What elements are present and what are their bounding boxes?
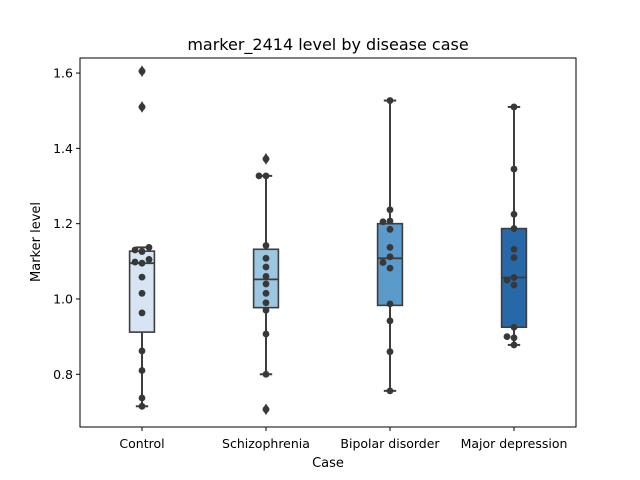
data-point (386, 97, 394, 104)
data-point (138, 273, 146, 281)
data-point (386, 348, 394, 356)
plot-area (128, 65, 528, 416)
data-point (386, 243, 394, 251)
y-tick-label: 0.8 (53, 367, 73, 382)
data-point (145, 243, 153, 251)
data-point (386, 264, 394, 272)
data-point (510, 323, 518, 331)
plot-frame (79, 57, 577, 428)
y-tick-label: 1.2 (53, 216, 73, 231)
swarm-points (131, 67, 153, 410)
data-point (510, 225, 518, 232)
data-point (386, 217, 394, 225)
data-point (510, 334, 518, 342)
data-point (138, 309, 146, 317)
data-point (503, 333, 511, 341)
data-point (131, 258, 139, 266)
y-tick-label: 1.0 (53, 291, 73, 306)
x-tick-label: Schizophrenia (222, 436, 310, 451)
data-point (262, 155, 270, 163)
y-axis-label: Marker level (29, 202, 44, 282)
y-tick-label: 1.4 (53, 141, 73, 156)
data-point (262, 306, 270, 314)
data-point (510, 274, 518, 281)
data-point (145, 256, 153, 263)
data-point (386, 300, 394, 308)
data-point (262, 272, 270, 280)
data-point (386, 387, 394, 395)
data-point (386, 225, 394, 233)
data-point (262, 254, 270, 262)
x-tick-label: Bipolar disorder (340, 436, 440, 451)
data-point (503, 276, 511, 284)
data-point (262, 280, 270, 288)
data-point (138, 103, 146, 111)
y-axis: 0.8 1.0 1.2 1.4 1.6 (53, 66, 80, 382)
chart-title: marker_2414 level by disease case (187, 35, 468, 55)
data-point (386, 206, 394, 214)
data-point (262, 370, 270, 378)
data-point (262, 405, 270, 413)
y-tick-label: 1.6 (53, 66, 73, 81)
data-point (138, 259, 146, 267)
data-point (510, 281, 518, 289)
swarm-points (503, 103, 518, 349)
data-point (138, 347, 146, 355)
data-point (510, 341, 518, 349)
data-point (262, 289, 270, 297)
box-group-control (128, 65, 156, 408)
data-point (510, 245, 518, 253)
data-point (379, 218, 387, 226)
data-point (262, 172, 270, 180)
data-point (386, 317, 394, 325)
data-point (138, 367, 146, 374)
data-point (138, 402, 146, 410)
data-point (138, 289, 146, 297)
data-point (262, 242, 270, 249)
x-tick-label: Major depression (461, 436, 568, 451)
data-point (255, 172, 263, 180)
data-point (138, 394, 146, 402)
data-point (510, 210, 518, 218)
data-point (138, 67, 146, 75)
x-axis-label: Case (312, 456, 344, 471)
data-point (510, 165, 518, 173)
data-point (379, 259, 387, 266)
data-point (131, 246, 139, 254)
swarm-points (379, 97, 394, 395)
x-axis: Control Schizophrenia Bipolar disorder Majo… (119, 427, 567, 451)
data-point (262, 263, 270, 271)
data-point (262, 330, 270, 338)
data-point (262, 299, 270, 307)
swarm-points (255, 155, 270, 413)
x-tick-label: Control (119, 436, 164, 451)
data-point (510, 103, 518, 111)
data-point (386, 253, 394, 261)
data-point (510, 254, 518, 261)
data-point (138, 248, 146, 255)
